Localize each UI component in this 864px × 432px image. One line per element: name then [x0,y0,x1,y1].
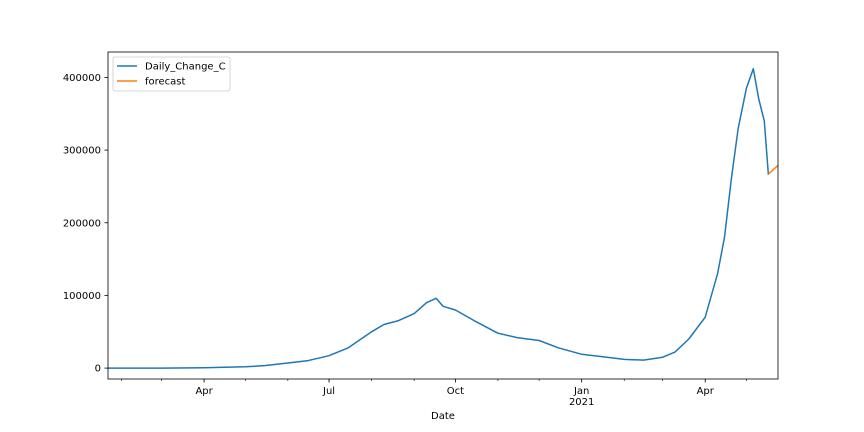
y-tick-label: 100000 [63,291,101,302]
legend-label-daily-change: Daily_Change_C [145,62,226,73]
y-tick-label: 0 [95,364,101,375]
series-line-forecast [767,164,779,175]
legend-label-forecast: forecast [145,77,186,88]
x-tick-label: Apr [697,386,715,397]
y-tick-label: 400000 [63,73,101,84]
y-tick-label: 200000 [63,218,101,229]
x-tick-label: Oct [447,386,464,397]
plot-frame [107,51,779,380]
y-tick-label: 300000 [63,146,101,157]
x-tick-year-label: 2021 [569,397,594,408]
y-axis: 0 100000 200000 300000 400000 [63,73,108,375]
x-tick-label: Jul [322,386,335,397]
series-layer [108,67,779,369]
x-tick-label: Apr [195,386,213,397]
x-tick-label: Jan [573,386,589,397]
legend-box [112,56,231,92]
legend: Daily_Change_C forecast [112,56,231,92]
series-line-daily-change-c [108,67,770,369]
x-axis-title: Date [431,411,455,422]
